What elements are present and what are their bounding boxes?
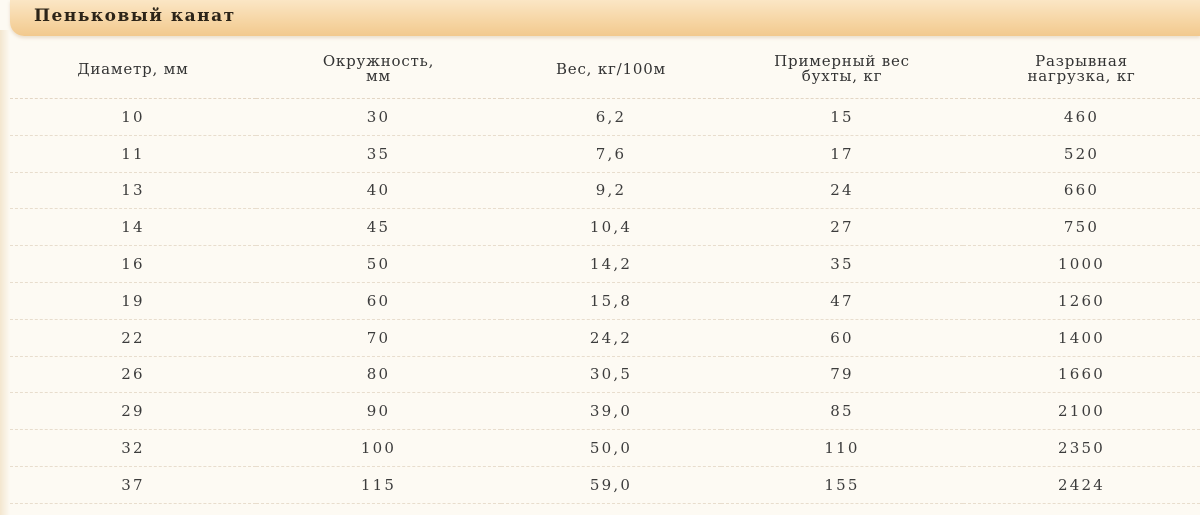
table-body: 10 30 6,2 15 460 11 35 7,6 17 520 13 40 9,2 24 660 14 45… (10, 98, 1200, 504)
rope-specs-table: Диаметр, мм Окружность, мм Вес, кг/100м Прим… (10, 40, 1200, 504)
circumference-cell: 40 (256, 172, 501, 210)
weight-cell: 30,5 (501, 356, 721, 394)
page-title: Пеньковый канат (34, 6, 236, 26)
weight-cell: 6,2 (501, 98, 721, 136)
header-label-line: Окружность, (322, 52, 435, 70)
diameter-cell: 19 (10, 282, 256, 320)
breaking-load-cell: 2424 (963, 466, 1200, 504)
breaking-load-cell: 1660 (963, 356, 1200, 394)
header-label-line: нагрузка, кг (1027, 67, 1136, 85)
breaking-load-cell: 660 (963, 172, 1200, 210)
coil-weight-cell: 17 (721, 135, 963, 173)
breaking-load-cell: 520 (963, 135, 1200, 173)
diameter-cell: 29 (10, 392, 256, 431)
breaking-load-cell: 2350 (963, 429, 1200, 467)
weight-cell: 14,2 (501, 245, 721, 283)
diameter-header: Диаметр, мм (10, 40, 256, 99)
circumference-header: Окружность, мм (256, 40, 501, 99)
table-row: 10 30 6,2 15 460 (10, 98, 1200, 136)
breaking-load-cell: 1000 (963, 245, 1200, 283)
weight-cell: 39,0 (501, 392, 721, 431)
coil-weight-cell: 27 (721, 208, 963, 247)
table-header: Диаметр, мм Окружность, мм Вес, кг/100м Прим… (10, 40, 1200, 99)
breaking-load-cell: 460 (963, 98, 1200, 136)
diameter-cell: 22 (10, 319, 256, 357)
diameter-cell: 11 (10, 135, 256, 173)
table-row: 13 40 9,2 24 660 (10, 172, 1200, 210)
breaking-load-cell: 1400 (963, 319, 1200, 357)
circumference-cell: 30 (256, 98, 501, 136)
diameter-cell: 16 (10, 245, 256, 283)
title-bar: Пеньковый канат (10, 0, 1200, 36)
coil-weight-header: Примерный вес бухты, кг (721, 40, 963, 99)
circumference-cell: 35 (256, 135, 501, 173)
diameter-cell: 32 (10, 429, 256, 467)
breaking-load-header: Разрывная нагрузка, кг (963, 40, 1200, 99)
circumference-cell: 50 (256, 245, 501, 283)
breaking-load-cell: 1260 (963, 282, 1200, 320)
circumference-cell: 70 (256, 319, 501, 357)
left-edge-decoration (0, 30, 10, 515)
table-row: 29 90 39,0 85 2100 (10, 392, 1200, 431)
coil-weight-cell: 35 (721, 245, 963, 283)
weight-cell: 24,2 (501, 319, 721, 357)
coil-weight-cell: 79 (721, 356, 963, 394)
header-label-line: Примерный вес (774, 52, 910, 70)
weight-cell: 59,0 (501, 466, 721, 504)
table-row: 32 100 50,0 110 2350 (10, 429, 1200, 467)
table-row: 26 80 30,5 79 1660 (10, 356, 1200, 394)
coil-weight-cell: 15 (721, 98, 963, 136)
circumference-cell: 90 (256, 392, 501, 431)
weight-cell: 7,6 (501, 135, 721, 173)
table-row: 22 70 24,2 60 1400 (10, 319, 1200, 357)
weight-cell: 10,4 (501, 208, 721, 247)
coil-weight-cell: 60 (721, 319, 963, 357)
weight-cell: 15,8 (501, 282, 721, 320)
table-row: 14 45 10,4 27 750 (10, 208, 1200, 247)
circumference-cell: 80 (256, 356, 501, 394)
diameter-cell: 26 (10, 356, 256, 394)
table-row: 19 60 15,8 47 1260 (10, 282, 1200, 320)
circumference-cell: 60 (256, 282, 501, 320)
table-row: 11 35 7,6 17 520 (10, 135, 1200, 173)
coil-weight-cell: 47 (721, 282, 963, 320)
header-label-line: Вес, кг/100м (555, 59, 667, 78)
coil-weight-cell: 110 (721, 429, 963, 467)
header-label-line: Разрывная (1035, 52, 1128, 70)
circumference-cell: 100 (256, 429, 501, 467)
diameter-cell: 37 (10, 466, 256, 504)
header-row: Диаметр, мм Окружность, мм Вес, кг/100м Прим… (10, 40, 1200, 99)
coil-weight-cell: 24 (721, 172, 963, 210)
coil-weight-cell: 155 (721, 466, 963, 504)
diameter-cell: 14 (10, 208, 256, 247)
coil-weight-cell: 85 (721, 392, 963, 431)
diameter-cell: 13 (10, 172, 256, 210)
circumference-cell: 45 (256, 208, 501, 247)
header-label-line: мм (366, 67, 391, 85)
weight-cell: 50,0 (501, 429, 721, 467)
diameter-cell: 10 (10, 98, 256, 136)
weight-header: Вес, кг/100м (501, 40, 721, 99)
header-label-line: Диаметр, мм (77, 59, 189, 78)
weight-cell: 9,2 (501, 172, 721, 210)
breaking-load-cell: 2100 (963, 392, 1200, 431)
header-label-line: бухты, кг (801, 67, 883, 85)
breaking-load-cell: 750 (963, 208, 1200, 247)
circumference-cell: 115 (256, 466, 501, 504)
table-row: 37 115 59,0 155 2424 (10, 466, 1200, 504)
table-row: 16 50 14,2 35 1000 (10, 245, 1200, 283)
